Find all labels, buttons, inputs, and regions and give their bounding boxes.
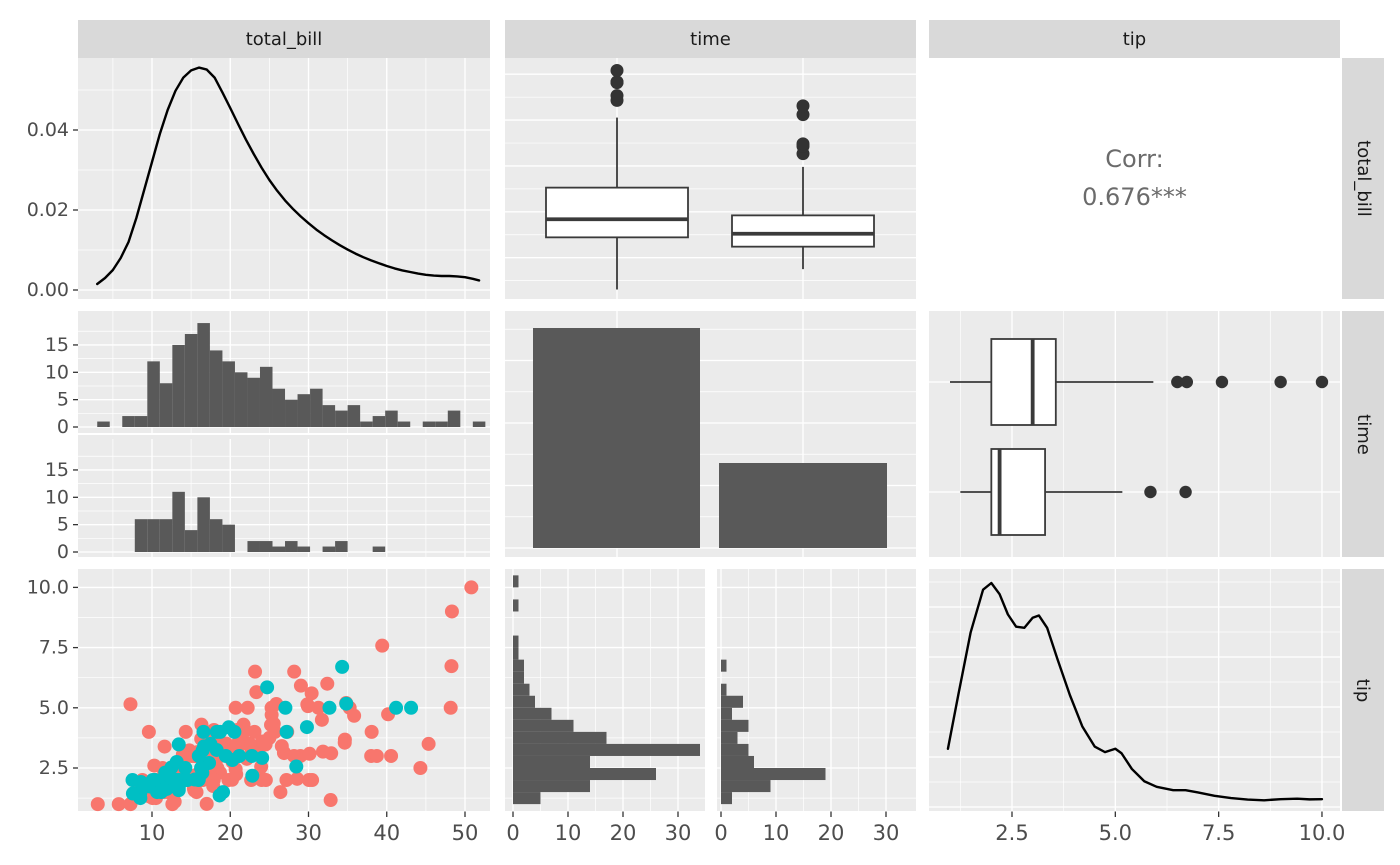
svg-text:20: 20 [610, 821, 637, 845]
svg-text:30: 30 [295, 821, 322, 845]
svg-text:0: 0 [57, 541, 69, 563]
strip-label-right-total-bill: total_bill [1352, 140, 1374, 217]
svg-text:10: 10 [139, 821, 166, 845]
strip-label-tip: tip [1122, 28, 1147, 50]
svg-text:10: 10 [45, 361, 69, 383]
svg-text:0.02: 0.02 [27, 199, 69, 221]
strip-top-tip: tip [929, 20, 1340, 58]
svg-text:0: 0 [57, 416, 69, 438]
svg-text:20: 20 [217, 821, 244, 845]
strip-right-time: time [1342, 311, 1384, 557]
strip-right-tip: tip [1342, 569, 1384, 811]
svg-text:15: 15 [45, 334, 69, 356]
svg-text:15: 15 [45, 459, 69, 481]
strip-right-total-bill: total_bill [1342, 58, 1384, 299]
svg-text:50: 50 [452, 821, 479, 845]
svg-text:0: 0 [714, 821, 727, 845]
svg-text:10: 10 [763, 821, 790, 845]
svg-text:10: 10 [555, 821, 582, 845]
svg-text:10.0: 10.0 [1299, 821, 1346, 845]
svg-text:5.0: 5.0 [39, 697, 69, 719]
svg-text:0.00: 0.00 [27, 279, 69, 301]
svg-text:40: 40 [373, 821, 400, 845]
svg-text:2.5: 2.5 [995, 821, 1028, 845]
correlation-label: Corr: [1105, 145, 1164, 174]
svg-text:5.0: 5.0 [1099, 821, 1132, 845]
svg-text:30: 30 [873, 821, 900, 845]
correlation-panel: Corr: 0.676*** [929, 58, 1340, 299]
svg-text:0.04: 0.04 [27, 119, 69, 141]
strip-label-right-tip: tip [1352, 678, 1374, 702]
svg-text:20: 20 [818, 821, 845, 845]
strip-label-right-time: time [1352, 413, 1374, 455]
strip-label-total-bill: total_bill [245, 28, 323, 50]
svg-text:0: 0 [506, 821, 519, 845]
svg-text:30: 30 [665, 821, 692, 845]
svg-text:7.5: 7.5 [39, 637, 69, 659]
strip-top-time: time [505, 20, 916, 58]
svg-text:5: 5 [57, 514, 69, 536]
correlation-value: 0.676*** [1082, 183, 1187, 211]
svg-text:2.5: 2.5 [39, 757, 69, 779]
svg-text:10: 10 [45, 486, 69, 508]
svg-text:7.5: 7.5 [1202, 821, 1235, 845]
strip-label-time: time [690, 28, 731, 50]
svg-text:10.0: 10.0 [27, 576, 69, 598]
strip-top-total-bill: total_bill [78, 20, 490, 58]
svg-text:5: 5 [57, 389, 69, 411]
